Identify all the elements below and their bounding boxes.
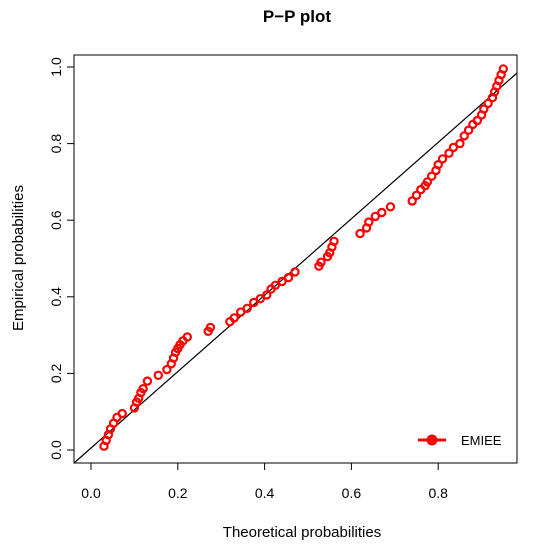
data-point (411, 190, 422, 200)
x-tick-label: 0.2 (168, 485, 188, 501)
x-tick-label: 0.8 (428, 485, 448, 501)
data-point (455, 138, 465, 149)
y-tick-label: 1.0 (48, 57, 64, 77)
x-axis: 0.0 0.2 0.4 0.6 0.8 (81, 463, 448, 501)
data-point (235, 307, 246, 317)
data-point (329, 236, 339, 246)
y-tick-label: 0.8 (48, 134, 64, 154)
data-point (385, 202, 396, 212)
data-point (448, 142, 459, 153)
data-point (444, 148, 454, 158)
data-point (182, 332, 192, 342)
data-point (205, 322, 216, 333)
data-point (433, 159, 443, 170)
y-tick-label: 0.4 (48, 287, 64, 307)
y-axis-label: Empirical probabilities (10, 185, 27, 331)
data-point (370, 211, 380, 222)
plot-frame (73, 54, 518, 464)
data-point (498, 64, 508, 74)
data-point (117, 408, 127, 419)
legend-label-emiee: EMIEE (461, 433, 502, 448)
data-point (364, 217, 374, 227)
data-point (437, 154, 448, 164)
data-point (377, 207, 387, 218)
data-point (270, 280, 281, 290)
legend: EMIEE (418, 433, 502, 448)
x-tick-label: 0.4 (255, 485, 275, 501)
data-point (427, 171, 437, 181)
data-point (483, 98, 493, 109)
y-tick-label: 0.0 (48, 440, 64, 460)
data-point (479, 104, 489, 114)
data-point (277, 276, 287, 287)
data-point (255, 294, 265, 304)
x-axis-label: Theoretical probabilities (223, 524, 381, 541)
data-point (316, 257, 326, 267)
data-point (459, 131, 469, 141)
data-point (290, 267, 300, 277)
data-point (242, 303, 252, 313)
data-point (422, 177, 433, 187)
data-point (162, 364, 172, 375)
y-tick-label: 0.2 (48, 363, 64, 383)
data-point (138, 384, 148, 394)
y-tick-label: 0.6 (48, 210, 64, 230)
data-point (283, 272, 294, 283)
x-tick-label: 0.0 (81, 485, 101, 501)
data-point (229, 313, 239, 323)
data-point (463, 125, 474, 135)
data-point (355, 228, 365, 239)
legend-marker-swatch (426, 434, 438, 446)
data-point (153, 370, 163, 380)
data-point (407, 196, 417, 206)
x-tick-label: 0.6 (342, 485, 362, 501)
data-points-group (99, 64, 508, 451)
data-point (142, 376, 153, 386)
y-axis: 0.0 0.2 0.4 0.6 0.8 1.0 (48, 57, 74, 460)
data-point (262, 290, 272, 300)
data-point (472, 115, 482, 126)
chart-title: P−P plot (263, 7, 332, 26)
data-point (249, 297, 259, 308)
